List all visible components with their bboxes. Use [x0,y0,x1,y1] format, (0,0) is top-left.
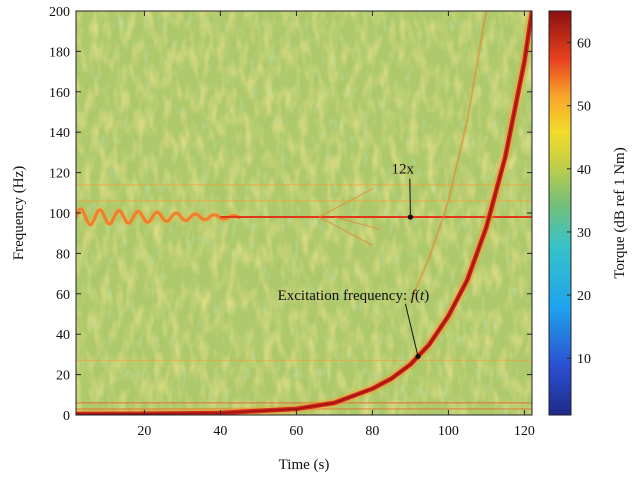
annotation-excitation-point [415,353,421,360]
y-tick-label: 80 [56,247,70,262]
annotation-excitation-func: f [411,288,417,304]
x-tick-label: 120 [514,424,535,439]
annotation-12x-label: 12x [392,162,415,178]
annotation-12x-leader [409,178,411,218]
x-tick-label: 80 [365,424,379,439]
annotation-excitation-paren-open: ( [415,288,420,304]
side-band [334,216,381,230]
y-tick-label: 20 [56,369,70,384]
annotation-excitation-leader [404,303,419,357]
y-tick-label: 60 [56,288,70,303]
y-tick-label: 180 [49,45,70,60]
side-band [318,216,373,246]
x-tick-label: 40 [213,424,227,439]
y-axis-ticks: 0 20 40 60 80 100 120 140 160 180 200 [49,5,532,424]
y-axis-label: Frequency (Hz) [11,166,27,261]
spectrogram-image [76,11,532,415]
annotations: 12x Excitation frequency: f(t) [278,162,430,360]
x-tick-label: 100 [438,424,459,439]
colorbar-tick-label: 40 [577,163,591,178]
y-tick-label: 40 [56,328,70,343]
y-tick-label: 100 [49,207,70,222]
colorbar-tick-label: 50 [577,100,591,115]
y-tick-label: 160 [49,86,70,101]
colorbar-tick-label: 30 [577,226,591,241]
x-tick-label: 20 [137,424,151,439]
y-tick-label: 120 [49,167,70,182]
y-tick-label: 140 [49,126,70,141]
colorbar-ticks: 10 20 30 40 50 60 [567,37,591,367]
annotation-excitation-text: Excitation frequency: [278,288,411,304]
x-axis-label: Time (s) [279,457,330,473]
colorbar-tick-label: 20 [577,289,591,304]
x-axis-ticks: 20 40 60 80 100 120 [137,11,535,439]
y-tick-label: 200 [49,5,70,20]
oscillation-halo [76,205,241,228]
y-tick-label: 0 [63,409,70,424]
annotation-12x-point [407,214,413,220]
spectrogram-noise-green [76,11,532,415]
colorbar-tick-label: 60 [577,37,591,52]
plot-area: 20 40 60 80 100 120 0 20 40 60 80 100 120 140 160 180 2… [11,5,535,473]
side-band [318,188,373,218]
annotation-excitation-arg: t [420,288,425,304]
x-tick-label: 60 [289,424,303,439]
sweep-core [76,11,532,415]
colorbar: 10 20 30 40 50 60 Torque (dB ref 1 Nm) [548,10,628,416]
spectrogram-features [76,11,532,415]
annotation-excitation-paren-close: ) [424,288,429,304]
harmonic-sweep [409,11,488,302]
colorbar-label: Torque (dB ref 1 Nm) [612,147,628,278]
colorbar-tick-label: 10 [577,352,591,367]
annotation-excitation-label: Excitation frequency: f(t) [278,288,430,304]
colorbar-gradient [548,10,572,416]
